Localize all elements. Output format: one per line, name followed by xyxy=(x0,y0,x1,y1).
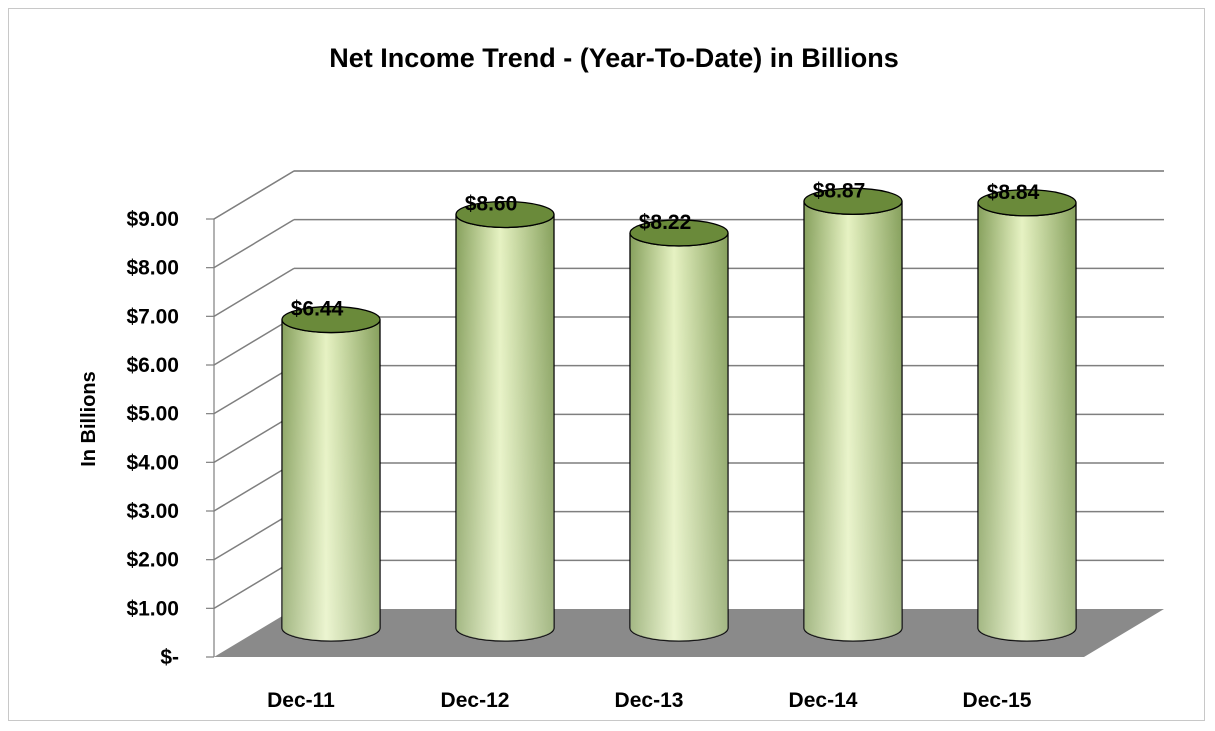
y-tick-label: $5.00 xyxy=(126,403,179,426)
data-labels: $6.44 $8.60 $8.22 $8.87 $8.84 xyxy=(291,179,1040,320)
gridline-diagonal xyxy=(213,413,295,463)
y-tick-label: $4.00 xyxy=(126,451,179,474)
data-label: $6.44 xyxy=(291,298,344,321)
chart-frame: $- $1.00 $2.00 $3.00 $4.00 $5.00 $6.00 $7.00 $8.… xyxy=(8,8,1205,721)
bar-highlight xyxy=(456,214,554,641)
bars xyxy=(281,187,1077,642)
bar-highlight xyxy=(630,232,728,641)
bar-top xyxy=(803,187,903,215)
gridline-diagonal xyxy=(213,559,295,609)
bar-top xyxy=(455,200,555,229)
chart-title: Net Income Trend - (Year-To-Date) in Bil… xyxy=(329,43,899,73)
bar-top xyxy=(629,219,729,247)
gridline-diagonal xyxy=(213,511,295,561)
x-axis-tick-labels: Dec-11 Dec-12 Dec-13 Dec-14 Dec-15 xyxy=(267,689,1032,712)
x-tick-label: Dec-14 xyxy=(789,689,858,712)
y-tick-label: $7.00 xyxy=(126,305,179,328)
x-tick-label: Dec-15 xyxy=(963,689,1032,712)
y-tick-label: $- xyxy=(160,646,179,669)
data-label: $8.60 xyxy=(465,192,518,215)
data-label: $8.22 xyxy=(639,211,692,234)
bar xyxy=(281,305,381,642)
y-tick-label: $9.00 xyxy=(126,208,179,231)
gridline-diagonal xyxy=(213,462,295,512)
y-axis-tick-labels: $- $1.00 $2.00 $3.00 $4.00 $5.00 $6.00 $7.00 $8.… xyxy=(126,208,179,669)
bar xyxy=(455,200,555,642)
gridline-diagonal xyxy=(213,365,295,415)
bar-top xyxy=(977,189,1077,217)
y-tick-label: $3.00 xyxy=(126,500,179,523)
data-label: $8.84 xyxy=(987,181,1040,204)
bar-highlight xyxy=(804,201,902,641)
gridline-diagonal xyxy=(213,170,295,220)
y-tick-label: $6.00 xyxy=(126,354,179,377)
net-income-chart: $- $1.00 $2.00 $3.00 $4.00 $5.00 $6.00 $7.00 $8.… xyxy=(78,43,1164,712)
bar xyxy=(977,189,1077,642)
gridline xyxy=(206,170,1164,220)
bar xyxy=(629,219,729,642)
y-tick-label: $8.00 xyxy=(126,257,179,280)
gridline-diagonal xyxy=(213,267,295,317)
bar xyxy=(803,187,903,642)
x-tick-label: Dec-11 xyxy=(267,689,335,712)
gridline-diagonal xyxy=(213,316,295,366)
bar-highlight xyxy=(282,319,380,641)
x-tick-label: Dec-12 xyxy=(441,689,510,712)
y-tick-label: $2.00 xyxy=(126,549,179,572)
gridline-diagonal xyxy=(213,219,295,269)
y-axis-title: In Billions xyxy=(78,371,100,467)
y-tick-label: $1.00 xyxy=(126,597,179,620)
bar-highlight xyxy=(978,202,1076,641)
x-tick-label: Dec-13 xyxy=(615,689,684,712)
data-label: $8.87 xyxy=(813,179,866,202)
bar-top xyxy=(281,305,381,334)
